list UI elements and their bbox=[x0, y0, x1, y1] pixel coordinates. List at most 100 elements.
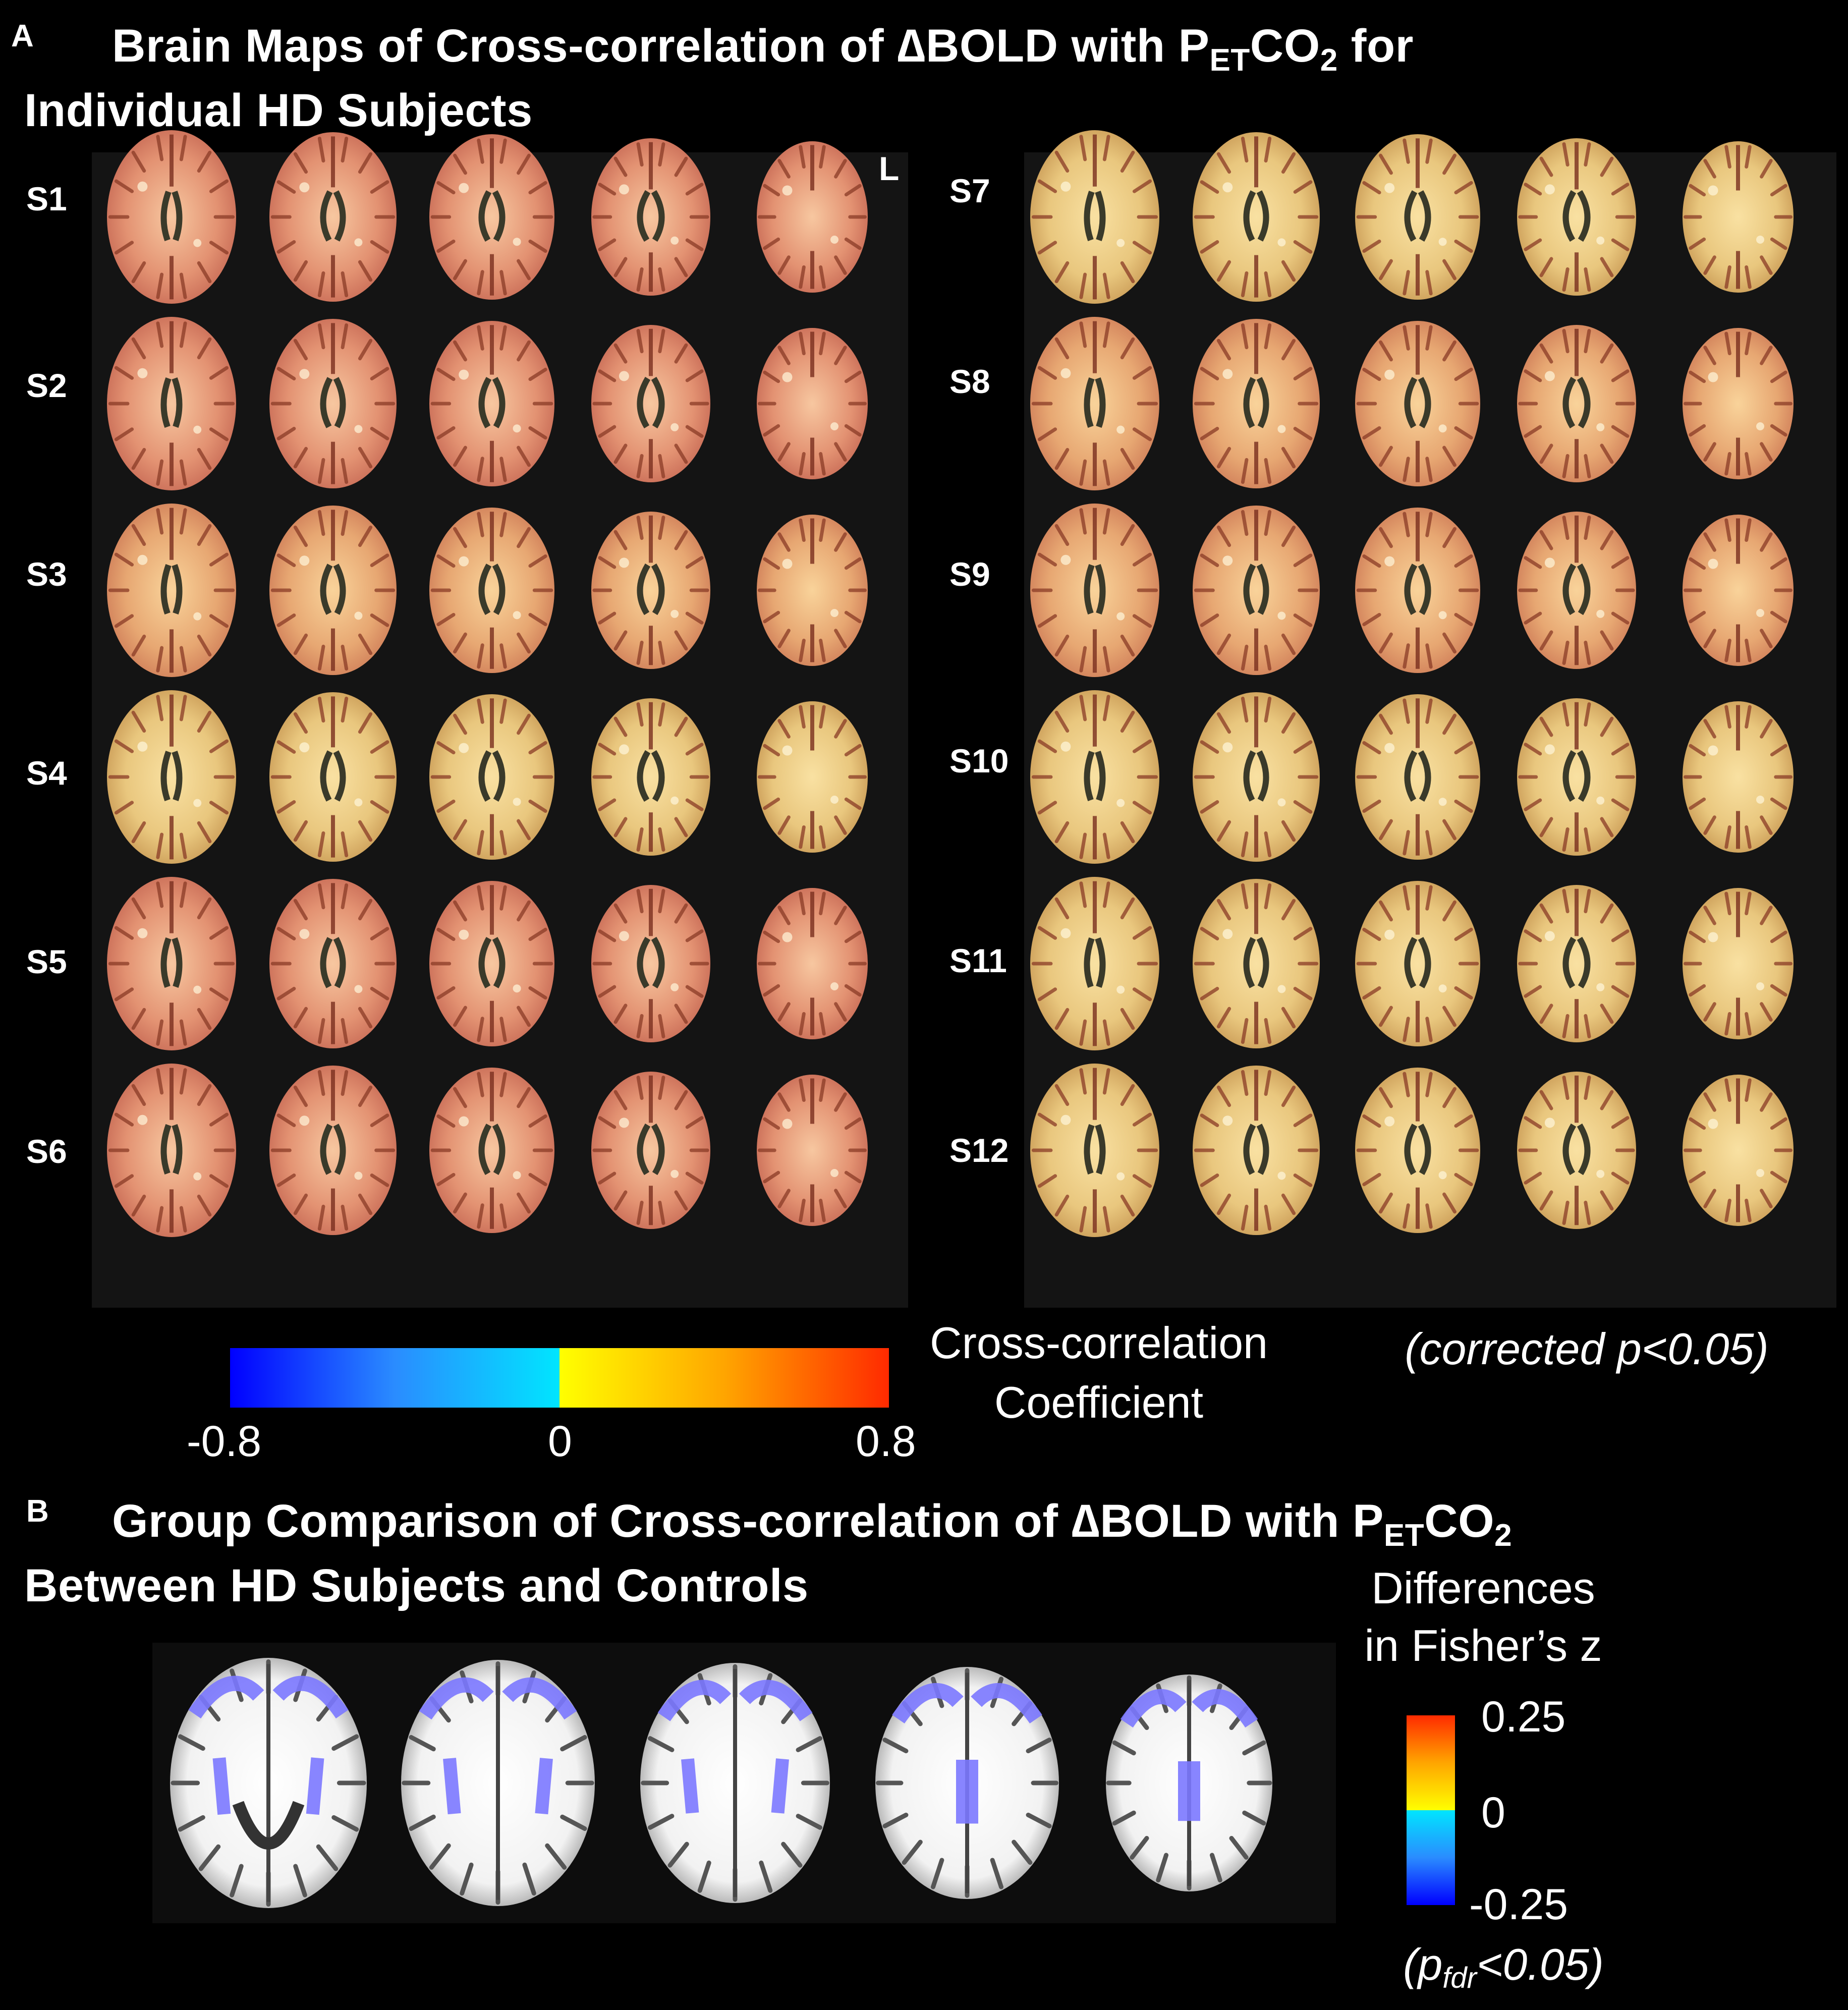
group-brain-slice-2 bbox=[401, 1660, 595, 1906]
subject-label-s7: S7 bbox=[949, 172, 990, 209]
brain-s3-slice-4 bbox=[591, 512, 710, 669]
subject-label-s3: S3 bbox=[26, 555, 67, 593]
orientation-left-label: L bbox=[879, 150, 900, 187]
panel-b-title-line2: Between HD Subjects and Controls bbox=[24, 1560, 809, 1611]
panel-b-significance: (pfdr<0.05) bbox=[1403, 1939, 1604, 1994]
brain-s6-slice-2 bbox=[269, 1066, 397, 1235]
brain-s10-slice-3 bbox=[1355, 694, 1480, 860]
brain-s7-slice-2 bbox=[1193, 132, 1320, 302]
brain-s4-slice-1 bbox=[107, 690, 236, 864]
brain-s7-slice-4 bbox=[1517, 138, 1636, 296]
brain-s8-slice-5 bbox=[1683, 328, 1794, 479]
brain-s1-slice-3 bbox=[429, 134, 554, 300]
brain-s5-slice-2 bbox=[269, 879, 397, 1048]
colorbar-a-label-line1: Cross-correlation bbox=[930, 1318, 1268, 1368]
brain-s4-slice-5 bbox=[757, 701, 868, 853]
brain-s7-slice-1 bbox=[1030, 130, 1159, 304]
brain-s2-slice-4 bbox=[591, 325, 710, 482]
subject-label-s2: S2 bbox=[26, 367, 67, 404]
brain-s8-slice-1 bbox=[1030, 317, 1159, 490]
brain-s9-slice-4 bbox=[1517, 512, 1636, 669]
group-brain-slice-1 bbox=[170, 1658, 367, 1908]
panel-a-letter: A bbox=[11, 19, 34, 53]
brain-s3-slice-5 bbox=[757, 515, 868, 666]
brain-s11-slice-2 bbox=[1193, 879, 1320, 1048]
brain-s11-slice-1 bbox=[1030, 877, 1159, 1050]
brain-s9-slice-2 bbox=[1193, 506, 1320, 675]
brain-s2-slice-3 bbox=[429, 321, 554, 486]
subject-label-s8: S8 bbox=[949, 363, 990, 400]
subject-label-s9: S9 bbox=[949, 555, 990, 593]
brain-s9-slice-5 bbox=[1683, 515, 1794, 666]
colorbar-b-tick-min: -0.25 bbox=[1469, 1880, 1569, 1929]
colorbar-b-tick-max: 0.25 bbox=[1481, 1693, 1566, 1741]
brain-s1-slice-2 bbox=[269, 132, 397, 302]
colorbar-b-tick-zero: 0 bbox=[1481, 1789, 1505, 1837]
brain-s12-slice-4 bbox=[1517, 1072, 1636, 1229]
legend-b-title-line2: in Fisher’s z bbox=[1364, 1621, 1602, 1670]
brain-s8-slice-2 bbox=[1193, 319, 1320, 488]
brain-s7-slice-3 bbox=[1355, 134, 1480, 300]
brain-s7-slice-5 bbox=[1683, 141, 1794, 293]
legend-b-title-line1: Differences bbox=[1371, 1563, 1595, 1613]
subject-label-s12: S12 bbox=[949, 1132, 1009, 1169]
subject-label-s11: S11 bbox=[949, 942, 1007, 979]
brain-s12-slice-2 bbox=[1193, 1066, 1320, 1235]
group-comparison-brain-grid bbox=[170, 1658, 1272, 1908]
brain-s4-slice-4 bbox=[591, 698, 710, 856]
brain-s10-slice-1 bbox=[1030, 690, 1159, 864]
brain-s11-slice-4 bbox=[1517, 885, 1636, 1042]
brain-s12-slice-1 bbox=[1030, 1064, 1159, 1237]
subject-label-s10: S10 bbox=[949, 742, 1009, 779]
brain-s12-slice-3 bbox=[1355, 1068, 1480, 1233]
brain-map-grid bbox=[107, 130, 1794, 1237]
panel-a-title-line1: Brain Maps of Cross-correlation of ∆BOLD… bbox=[112, 20, 1414, 78]
panel-a-title-line2: Individual HD Subjects bbox=[24, 85, 533, 136]
brain-s6-slice-4 bbox=[591, 1072, 710, 1229]
brain-s6-slice-3 bbox=[429, 1068, 554, 1233]
brain-s3-slice-3 bbox=[429, 508, 554, 673]
brain-s5-slice-3 bbox=[429, 881, 554, 1046]
brain-s10-slice-5 bbox=[1683, 701, 1794, 853]
subject-label-s1: S1 bbox=[26, 180, 67, 217]
group-brain-slice-3 bbox=[640, 1663, 830, 1903]
subject-label-s6: S6 bbox=[26, 1133, 67, 1170]
brain-s1-slice-1 bbox=[107, 130, 236, 304]
cross-correlation-colorbar bbox=[230, 1348, 889, 1408]
subject-label-s4: S4 bbox=[26, 754, 67, 792]
brain-s3-slice-2 bbox=[269, 506, 397, 675]
fisher-z-colorbar bbox=[1407, 1715, 1455, 1905]
brain-s5-slice-5 bbox=[757, 888, 868, 1039]
group-brain-slice-5 bbox=[1106, 1674, 1272, 1891]
brain-s8-slice-3 bbox=[1355, 321, 1480, 486]
colorbar-a-label-line2: Coefficient bbox=[994, 1377, 1204, 1427]
brain-s5-slice-4 bbox=[591, 885, 710, 1042]
brain-s10-slice-2 bbox=[1193, 692, 1320, 862]
colorbar-a-tick-zero: 0 bbox=[548, 1417, 572, 1466]
brain-s12-slice-5 bbox=[1683, 1075, 1794, 1226]
brain-s9-slice-1 bbox=[1030, 504, 1159, 677]
brain-s4-slice-3 bbox=[429, 694, 554, 860]
brain-s2-slice-2 bbox=[269, 319, 397, 488]
brain-s1-slice-4 bbox=[591, 138, 710, 296]
brain-s8-slice-4 bbox=[1517, 325, 1636, 482]
group-brain-slice-4 bbox=[875, 1667, 1059, 1899]
brain-s2-slice-1 bbox=[107, 317, 236, 490]
brain-s10-slice-4 bbox=[1517, 698, 1636, 856]
colorbar-a-tick-min: -0.8 bbox=[187, 1417, 262, 1466]
colorbar-gradient bbox=[1407, 1715, 1455, 1905]
brain-s3-slice-1 bbox=[107, 504, 236, 677]
colorbar-gradient bbox=[230, 1348, 889, 1408]
colorbar-a-tick-max: 0.8 bbox=[856, 1417, 916, 1466]
brain-s5-slice-1 bbox=[107, 877, 236, 1050]
panel-b-title-line1: Group Comparison of Cross-correlation of… bbox=[112, 1495, 1513, 1553]
brain-s2-slice-5 bbox=[757, 328, 868, 479]
brain-s11-slice-3 bbox=[1355, 881, 1480, 1046]
subject-label-s5: S5 bbox=[26, 943, 67, 980]
panel-b-letter: B bbox=[26, 1494, 49, 1529]
brain-s1-slice-5 bbox=[757, 141, 868, 293]
brain-s11-slice-5 bbox=[1683, 888, 1794, 1039]
brain-s4-slice-2 bbox=[269, 692, 397, 862]
brain-s9-slice-3 bbox=[1355, 508, 1480, 673]
brain-s6-slice-5 bbox=[757, 1075, 868, 1226]
